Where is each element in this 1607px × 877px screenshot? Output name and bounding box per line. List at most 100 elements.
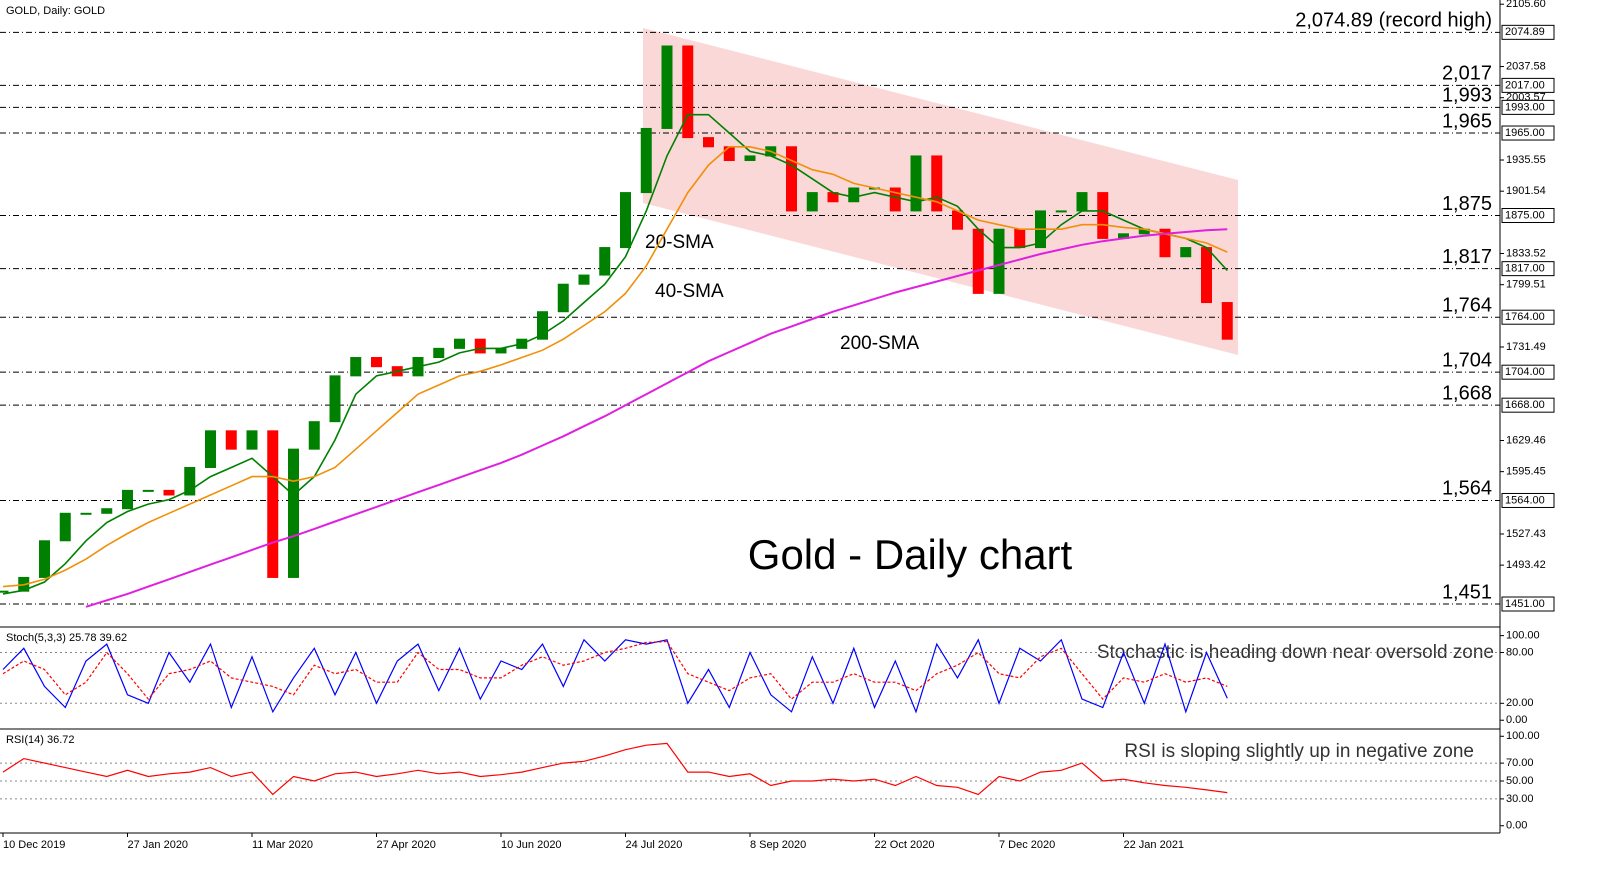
candle bbox=[848, 187, 860, 203]
y-tick-label: 1833.52 bbox=[1506, 247, 1546, 259]
candle bbox=[163, 489, 175, 496]
y-tick-label: 1493.42 bbox=[1506, 559, 1546, 571]
candle bbox=[806, 192, 818, 212]
y-tick-label: 50.00 bbox=[1506, 775, 1534, 787]
level-box-label: 1817.00 bbox=[1505, 263, 1545, 275]
level-box bbox=[1501, 207, 1555, 223]
candle bbox=[142, 489, 154, 492]
y-tick-label: 100.00 bbox=[1506, 630, 1540, 642]
candle bbox=[640, 127, 652, 194]
candle bbox=[39, 540, 50, 578]
candle bbox=[80, 512, 92, 515]
level-label: 1,817 bbox=[1442, 246, 1492, 268]
level-box bbox=[1501, 261, 1555, 277]
candle bbox=[101, 508, 113, 514]
rsi-title: RSI(14) 36.72 bbox=[6, 734, 74, 746]
level-label: 1,764 bbox=[1442, 294, 1492, 316]
level-box bbox=[1501, 77, 1555, 93]
candle bbox=[59, 512, 71, 542]
candle bbox=[0, 590, 9, 593]
candle bbox=[474, 338, 486, 354]
y-tick-label: 0.00 bbox=[1506, 714, 1527, 726]
y-tick-label: 1901.54 bbox=[1506, 185, 1546, 197]
candle bbox=[557, 283, 569, 313]
level-box-label: 1764.00 bbox=[1505, 311, 1545, 323]
level-box bbox=[1501, 99, 1555, 115]
x-tick-label: 27 Apr 2020 bbox=[377, 839, 436, 851]
y-tick-label: 2037.58 bbox=[1506, 60, 1546, 72]
y-tick-label: 1731.49 bbox=[1506, 341, 1546, 353]
candle bbox=[308, 421, 320, 450]
indicator-line bbox=[2, 640, 1228, 701]
candle bbox=[1014, 228, 1026, 249]
candle bbox=[288, 448, 299, 578]
y-tick-label: 1527.43 bbox=[1506, 528, 1546, 540]
x-tick-label: 22 Jan 2021 bbox=[1124, 839, 1185, 851]
level-box-label: 1564.00 bbox=[1505, 494, 1545, 506]
x-tick-label: 10 Jun 2020 bbox=[501, 839, 562, 851]
candle bbox=[1159, 228, 1171, 258]
candle bbox=[1076, 192, 1088, 212]
stoch-title: Stoch(5,3,3) 25.78 39.62 bbox=[6, 632, 127, 644]
level-box-label: 1451.00 bbox=[1505, 598, 1545, 610]
y-tick-label: 20.00 bbox=[1506, 697, 1534, 709]
level-label: 2,017 bbox=[1442, 63, 1492, 85]
candle bbox=[723, 146, 735, 162]
level-label: 2,074.89 (record high) bbox=[1295, 10, 1492, 32]
level-box bbox=[1501, 596, 1555, 612]
candle bbox=[682, 45, 694, 139]
y-tick-label: 80.00 bbox=[1506, 646, 1534, 658]
candle bbox=[350, 357, 362, 377]
x-tick-label: 24 Jul 2020 bbox=[626, 839, 683, 851]
candle bbox=[184, 466, 196, 496]
candle bbox=[599, 247, 611, 276]
level-box bbox=[1501, 309, 1555, 325]
candle bbox=[1097, 192, 1109, 239]
x-tick-label: 22 Oct 2020 bbox=[875, 839, 935, 851]
candle bbox=[703, 137, 714, 148]
candle bbox=[620, 192, 631, 249]
level-box-label: 1993.00 bbox=[1505, 101, 1545, 113]
x-tick-label: 10 Dec 2019 bbox=[3, 839, 65, 851]
level-box-label: 1704.00 bbox=[1505, 366, 1545, 378]
candle bbox=[972, 228, 984, 294]
candle bbox=[993, 228, 1005, 294]
level-label: 1,875 bbox=[1442, 193, 1492, 215]
y-tick-label: 0.00 bbox=[1506, 820, 1527, 832]
candle bbox=[1221, 302, 1233, 340]
y-tick-label: 100.00 bbox=[1506, 730, 1540, 742]
rsi-annotation: RSI is sloping slightly up in negative z… bbox=[1124, 741, 1474, 762]
level-box-label: 1875.00 bbox=[1505, 209, 1545, 221]
level-box-label: 2017.00 bbox=[1505, 79, 1545, 91]
candle bbox=[661, 45, 673, 129]
y-tick-label: 1935.55 bbox=[1506, 154, 1546, 166]
sma-line bbox=[2, 146, 1228, 588]
level-box bbox=[1501, 364, 1555, 380]
candle bbox=[267, 430, 279, 578]
sma-line bbox=[2, 113, 1228, 595]
level-box bbox=[1501, 397, 1555, 413]
level-box-label: 1965.00 bbox=[1505, 127, 1545, 139]
candle bbox=[1201, 247, 1212, 304]
level-label: 1,451 bbox=[1442, 581, 1492, 603]
candle bbox=[931, 155, 943, 212]
sma-line bbox=[85, 228, 1228, 608]
sma-label: 200-SMA bbox=[840, 333, 920, 354]
y-tick-label: 70.00 bbox=[1506, 757, 1534, 769]
y-tick-label: 1595.45 bbox=[1506, 466, 1546, 478]
x-tick-label: 8 Sep 2020 bbox=[750, 839, 806, 851]
x-tick-label: 11 Mar 2020 bbox=[252, 839, 313, 851]
candle bbox=[454, 338, 465, 349]
candle bbox=[371, 357, 382, 368]
level-label: 1,965 bbox=[1442, 110, 1492, 132]
candle bbox=[1180, 247, 1192, 258]
y-tick-label: 30.00 bbox=[1506, 793, 1534, 805]
indicator-line bbox=[2, 742, 1228, 796]
chart-title: GOLD, Daily: GOLD bbox=[6, 5, 105, 17]
y-tick-label: 1799.51 bbox=[1506, 279, 1546, 291]
level-box-label: 1668.00 bbox=[1505, 399, 1545, 411]
x-tick-label: 7 Dec 2020 bbox=[999, 839, 1055, 851]
y-tick-label: 1629.46 bbox=[1506, 434, 1546, 446]
